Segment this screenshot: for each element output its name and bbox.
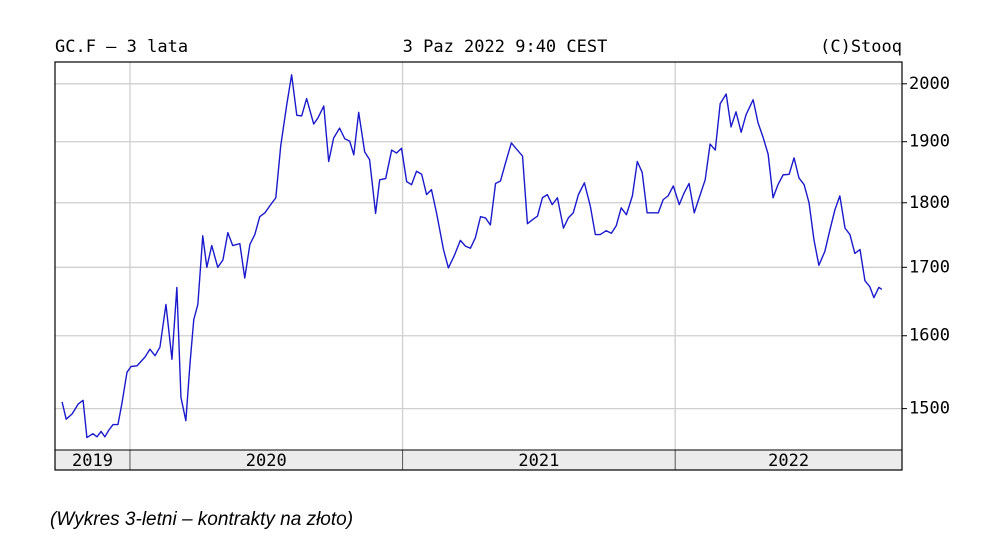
y-tick-label: 1500 — [909, 399, 950, 419]
caption: (Wykres 3-letni – kontrakty na złoto) — [50, 509, 353, 530]
x-tick-label: 2019 — [72, 451, 113, 471]
y-tick-label: 2000 — [909, 74, 950, 94]
chart-source: (C)Stooq — [820, 37, 902, 57]
chart-title: GC.F – 3 lata — [55, 37, 188, 57]
x-axis-band — [55, 450, 902, 470]
y-tick-label: 1600 — [909, 326, 950, 346]
y-tick-label: 1900 — [909, 132, 950, 152]
chart-date: 3 Paz 2022 9:40 CEST — [403, 37, 608, 57]
plot-frame — [54, 61, 903, 471]
price-line — [61, 74, 883, 439]
y-tick-label: 1800 — [909, 193, 950, 213]
x-tick-label: 2021 — [518, 451, 559, 471]
x-tick-label: 2020 — [246, 451, 287, 471]
x-tick-label: 2022 — [768, 451, 809, 471]
y-tick-label: 1700 — [909, 257, 950, 277]
